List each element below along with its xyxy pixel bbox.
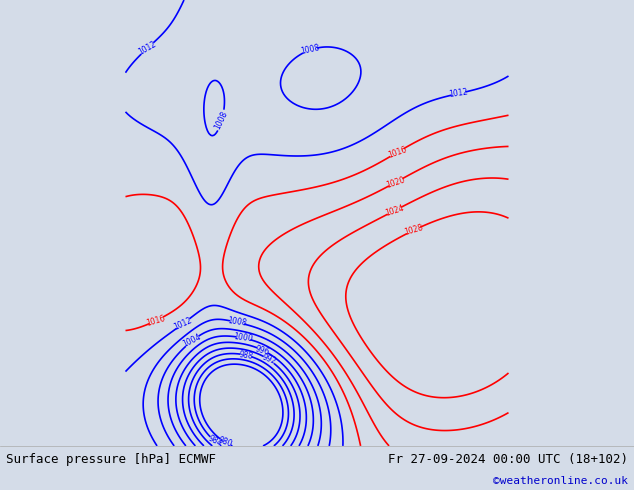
Text: 1000: 1000 [233,332,254,343]
Text: 1020: 1020 [385,175,406,190]
Text: 1012: 1012 [137,40,158,57]
Text: 1016: 1016 [387,145,408,160]
Text: 1008: 1008 [300,44,320,56]
Text: ©weatheronline.co.uk: ©weatheronline.co.uk [493,476,628,486]
Text: Surface pressure [hPa] ECMWF: Surface pressure [hPa] ECMWF [6,453,216,466]
Text: 1024: 1024 [384,203,405,218]
Text: 984: 984 [207,434,224,449]
Text: 1012: 1012 [172,316,194,332]
Text: 992: 992 [261,353,277,367]
Text: 980: 980 [217,436,234,449]
Text: 1012: 1012 [448,88,469,99]
Text: 1004: 1004 [181,333,203,349]
Text: Fr 27-09-2024 00:00 UTC (18+102): Fr 27-09-2024 00:00 UTC (18+102) [387,453,628,466]
Text: 1008: 1008 [213,110,230,131]
Text: 1028: 1028 [403,223,424,237]
Text: 988: 988 [238,350,254,361]
Text: 1008: 1008 [227,317,247,328]
Text: 1016: 1016 [146,314,167,327]
Text: 996: 996 [254,344,271,357]
